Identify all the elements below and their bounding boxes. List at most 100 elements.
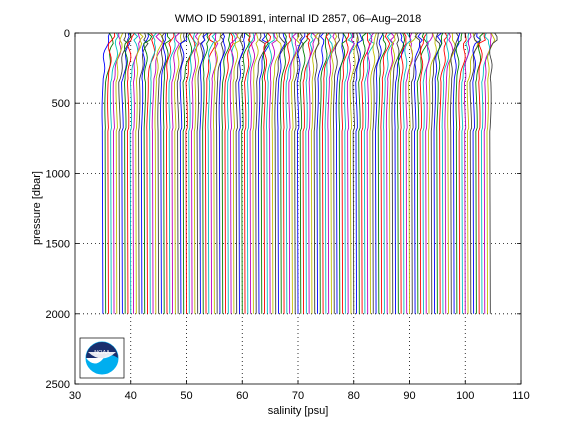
profile-line: [438, 33, 448, 314]
y-tick-label-2500: 2500: [46, 379, 70, 391]
profile-line: [321, 33, 331, 314]
profile-line: [299, 33, 309, 314]
profile-line: [215, 33, 225, 314]
profile-line: [405, 33, 414, 314]
profile-line: [126, 33, 135, 314]
profile-line: [176, 33, 186, 314]
profile-line: [293, 33, 304, 314]
profile-line: [355, 33, 363, 314]
x-tick-label-100: 100: [456, 390, 474, 402]
profile-line: [469, 33, 480, 314]
profile-line: [149, 33, 157, 314]
y-tick-label-1500: 1500: [46, 239, 70, 251]
profile-line: [388, 33, 397, 314]
profile-line: [346, 33, 355, 314]
profile-line: [282, 33, 292, 314]
profile-line: [263, 33, 272, 314]
profile-line: [358, 33, 367, 314]
profile-line: [199, 33, 208, 314]
profile-line: [394, 33, 405, 314]
profile-line: [279, 33, 288, 314]
profile-line: [109, 33, 119, 314]
x-tick-label-90: 90: [403, 390, 415, 402]
profile-line: [361, 33, 370, 314]
profile-line: [422, 33, 430, 314]
profile-line: [480, 33, 491, 314]
profile-line: [402, 33, 412, 314]
profile-line: [238, 33, 245, 314]
profile-line: [369, 33, 377, 314]
profile-line: [302, 33, 311, 314]
y-axis-label: pressure [dbar]: [31, 171, 43, 245]
profile-line: [472, 33, 482, 314]
profile-line: [157, 33, 166, 314]
profile-line: [235, 33, 244, 314]
profile-line: [450, 33, 460, 314]
profile-line: [383, 33, 393, 314]
profile-line: [483, 33, 492, 314]
profile-line: [425, 33, 433, 314]
profile-line: [249, 33, 257, 314]
profile-line: [466, 33, 479, 314]
profile-line: [332, 33, 341, 314]
profile-line: [257, 33, 270, 314]
profile-line: [475, 33, 484, 314]
profile-line: [174, 33, 182, 314]
profile-line: [162, 33, 172, 314]
profile-line: [112, 33, 122, 314]
y-tick-label-2000: 2000: [46, 309, 70, 321]
profile-line: [193, 33, 203, 314]
profile-line: [352, 33, 360, 314]
profile-line: [324, 33, 333, 314]
profile-line: [363, 33, 375, 314]
profile-line: [241, 33, 250, 314]
profile-line: [115, 33, 124, 314]
profile-line: [385, 33, 395, 314]
profile-line: [419, 33, 428, 314]
profile-line: [349, 33, 358, 314]
profile-line: [391, 33, 400, 314]
profile-line: [296, 33, 306, 314]
profile-line: [266, 33, 275, 314]
profile-line: [455, 33, 463, 314]
profile-line: [486, 33, 496, 314]
profile-line: [107, 33, 116, 314]
profile-line: [344, 33, 355, 314]
profile-line: [271, 33, 282, 314]
profile-line: [143, 33, 153, 314]
profile-line: [135, 33, 144, 314]
profile-line: [191, 33, 200, 314]
profile-line: [375, 33, 384, 314]
profile-line: [218, 33, 226, 314]
y-tick-label-0: 0: [64, 28, 70, 40]
profile-line: [316, 33, 325, 314]
profile-line: [207, 33, 217, 314]
axis-tick-labels: 30 40 50 60 70 80 90 100 110 0 500 1000 1500 2000 2500: [46, 28, 530, 402]
profile-line: [260, 33, 269, 314]
profile-line: [335, 33, 344, 314]
profile-line: [154, 33, 164, 314]
profile-line: [341, 33, 350, 314]
profile-line: [138, 33, 149, 314]
profile-line: [377, 33, 387, 314]
profile-line: [330, 33, 338, 314]
profile-line: [104, 33, 114, 314]
profile-line: [168, 33, 176, 314]
profile-line: [244, 33, 253, 314]
profile-line: [372, 33, 380, 314]
noaa-logo-text: NOAA: [94, 350, 110, 356]
profile-line: [140, 33, 149, 314]
profile-line: [232, 33, 242, 314]
x-tick-label-60: 60: [236, 390, 248, 402]
profile-line: [319, 33, 328, 314]
profile-line: [221, 33, 231, 314]
profile-lines: [101, 33, 498, 314]
profile-line: [252, 33, 259, 314]
profile-line: [224, 33, 234, 314]
profile-line: [132, 33, 141, 314]
profile-line: [366, 33, 374, 314]
profile-line: [171, 33, 180, 314]
profile-line: [478, 33, 486, 314]
profile-line: [229, 33, 239, 314]
profile-line: [310, 33, 320, 314]
